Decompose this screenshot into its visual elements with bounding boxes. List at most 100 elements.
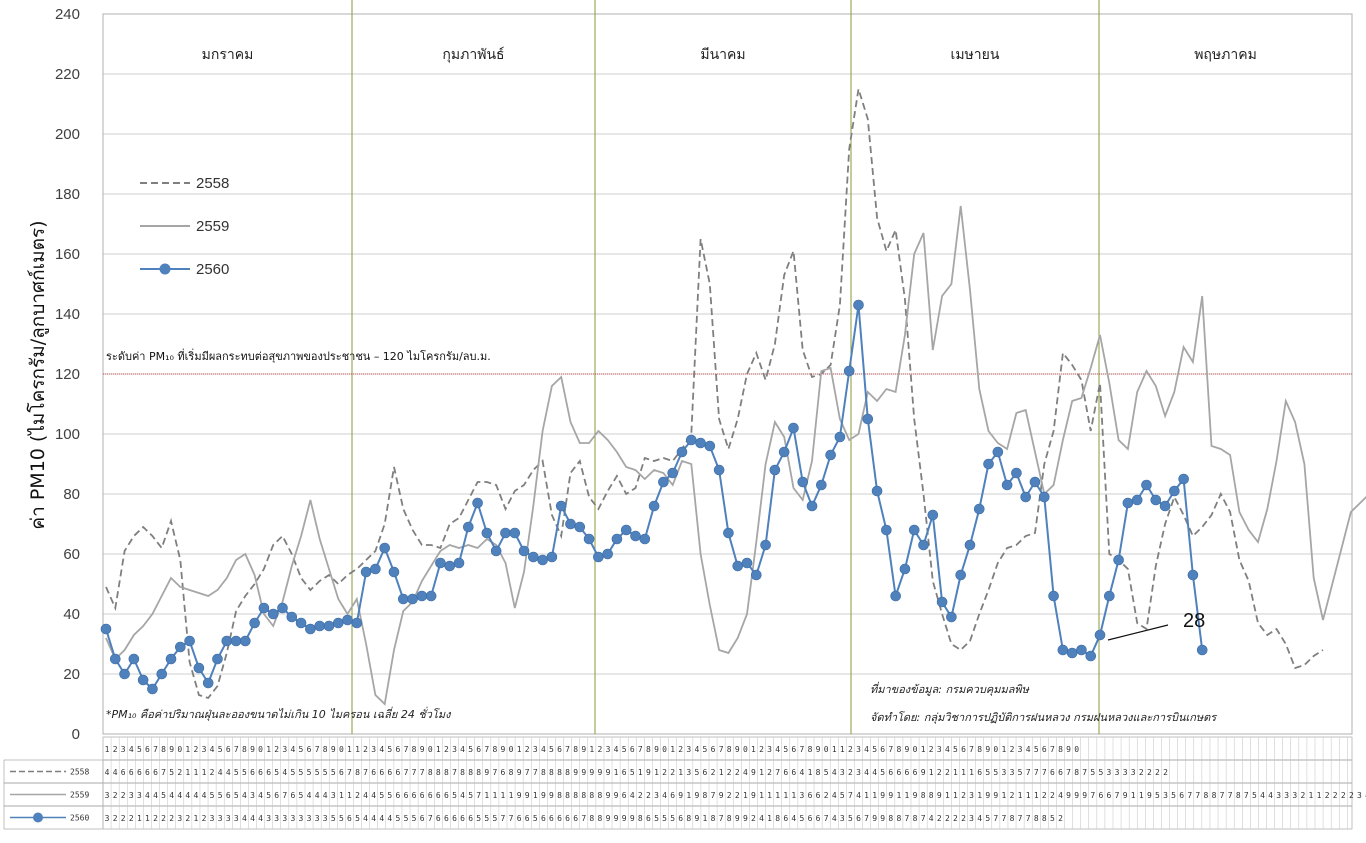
- table-value: 1: [194, 768, 199, 777]
- table-value: 2: [185, 814, 190, 823]
- table-value: 8: [1034, 814, 1039, 823]
- table-value: 1: [202, 768, 207, 777]
- point-2560-113: [1141, 479, 1152, 491]
- table-value: 4: [258, 791, 263, 800]
- table-value: 5: [331, 768, 336, 777]
- table-value: 9: [913, 791, 918, 800]
- table-day-label: 7: [404, 745, 409, 754]
- table-day-label: 3: [767, 745, 772, 754]
- table-value: 4: [800, 768, 805, 777]
- table-day-label: 4: [775, 745, 780, 754]
- table-value: 2: [1010, 791, 1015, 800]
- table-value: 4: [363, 791, 368, 800]
- table-value: 2: [129, 814, 134, 823]
- table-day-label: 1: [670, 745, 675, 754]
- table-day-label: 5: [1034, 745, 1039, 754]
- table-day-label: 0: [509, 745, 514, 754]
- table-value: 1: [1309, 791, 1314, 800]
- point-2560-22: [295, 617, 307, 629]
- point-2560-110: [1113, 554, 1124, 566]
- table-value: 6: [145, 768, 150, 777]
- table-value: 9: [1147, 791, 1152, 800]
- point-2560-78: [816, 479, 827, 491]
- definition-note: *PM₁₀ คือค่าปริมาณฝุ่นละอองขนาดไม่เกิน 1…: [106, 706, 452, 721]
- table-value: 7: [1115, 791, 1120, 800]
- table-value: 2: [121, 791, 126, 800]
- table-value: 6: [226, 791, 231, 800]
- table-value: 4: [218, 768, 223, 777]
- point-2560-15: [230, 635, 242, 647]
- table-value: 5: [880, 768, 885, 777]
- table-value: 9: [549, 791, 554, 800]
- y-tick-label: 80: [63, 486, 80, 503]
- table-value: 5: [1018, 768, 1023, 777]
- table-value: 7: [1026, 768, 1031, 777]
- table-day-label: 3: [606, 745, 611, 754]
- point-2560-43: [490, 545, 502, 557]
- table-value: 4: [242, 791, 247, 800]
- table-value: 2: [767, 768, 772, 777]
- table-day-label: 3: [533, 745, 538, 754]
- point-2560-10: [184, 635, 195, 647]
- table-value: 1: [137, 814, 142, 823]
- table-value: 1: [509, 791, 514, 800]
- table-day-label: 3: [1018, 745, 1023, 754]
- table-value: 1: [872, 791, 877, 800]
- month-label: มีนาคม: [700, 47, 745, 63]
- table-day-label: 0: [339, 745, 344, 754]
- legend-marker-2560: [159, 263, 171, 275]
- table-value: 4: [759, 814, 764, 823]
- table-value: 5: [299, 791, 304, 800]
- table-day-label: 9: [905, 745, 910, 754]
- table-value: 1: [767, 791, 772, 800]
- table-day-label: 4: [864, 745, 869, 754]
- table-value: 5: [533, 814, 538, 823]
- point-2560-2: [109, 653, 121, 665]
- table-day-label: 8: [808, 745, 813, 754]
- point-2560-82: [853, 299, 864, 311]
- table-value: 9: [646, 768, 651, 777]
- table-value: 6: [816, 814, 821, 823]
- table-day-label: 4: [210, 745, 215, 754]
- table-day-label: 1: [185, 745, 190, 754]
- point-2560-112: [1131, 494, 1143, 506]
- point-2560-16: [240, 635, 251, 647]
- y-tick-label: 160: [55, 246, 80, 263]
- table-value: 6: [896, 768, 901, 777]
- table-day-label: 8: [412, 745, 417, 754]
- table-value: 5: [468, 791, 473, 800]
- table-value: 3: [1292, 791, 1297, 800]
- point-2560-33: [397, 593, 409, 605]
- table-value: 9: [694, 791, 699, 800]
- table-value: 1: [1131, 791, 1136, 800]
- point-2560-118: [1187, 569, 1199, 581]
- table-value: 8: [589, 791, 594, 800]
- table-value: 6: [129, 768, 134, 777]
- table-day-label: 9: [735, 745, 740, 754]
- table-value: 4: [387, 814, 392, 823]
- table-day-label: 8: [242, 745, 247, 754]
- point-2560-7: [156, 668, 168, 680]
- point-2560-101: [1029, 476, 1041, 488]
- y-tick-label: 100: [55, 426, 80, 443]
- table-value: 7: [581, 814, 586, 823]
- table-value: 9: [694, 814, 699, 823]
- table-value: 5: [274, 768, 279, 777]
- table-value: 9: [743, 814, 748, 823]
- table-value: 7: [476, 791, 481, 800]
- table-value: 4: [872, 768, 877, 777]
- table-value: 4: [194, 791, 199, 800]
- table-day-label: 7: [153, 745, 158, 754]
- table-value: 8: [573, 791, 578, 800]
- table-day-label: 5: [137, 745, 142, 754]
- table-value: 9: [622, 814, 627, 823]
- table-value: 4: [258, 814, 263, 823]
- point-2560-104: [1057, 644, 1069, 656]
- table-day-label: 2: [1010, 745, 1015, 754]
- table-value: 7: [1082, 768, 1087, 777]
- table-value: 9: [1123, 791, 1128, 800]
- table-value: 5: [331, 814, 336, 823]
- table-value: 2: [1155, 768, 1160, 777]
